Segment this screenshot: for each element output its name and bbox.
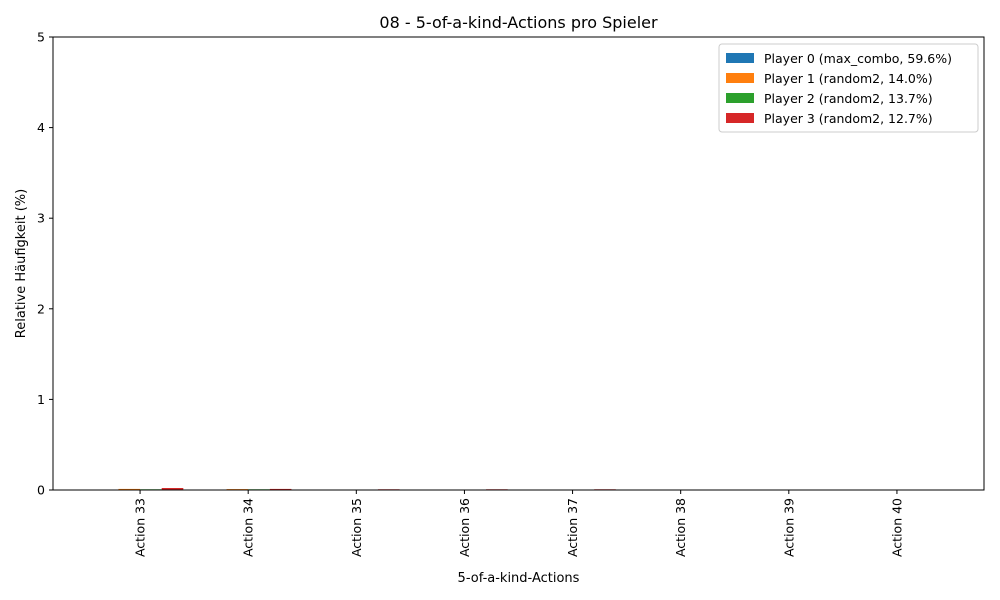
y-tick-label-3: 3 bbox=[37, 211, 45, 226]
chart-title: 08 - 5-of-a-kind-Actions pro Spieler bbox=[379, 13, 658, 32]
x-tick-label-2: Action 35 bbox=[349, 498, 364, 557]
legend-label-3: Player 3 (random2, 12.7%) bbox=[764, 111, 933, 126]
legend-swatch-2 bbox=[726, 93, 754, 103]
x-tick-label-6: Action 39 bbox=[781, 498, 796, 557]
bar-series-3-0 bbox=[161, 488, 184, 490]
legend-label-2: Player 2 (random2, 13.7%) bbox=[764, 91, 933, 106]
legend-swatch-3 bbox=[726, 113, 754, 123]
legend: Player 0 (max_combo, 59.6%) Player 1 (ran… bbox=[718, 43, 979, 133]
x-tick-label-7: Action 40 bbox=[889, 498, 904, 557]
x-tick-label-1: Action 34 bbox=[241, 498, 256, 557]
x-axis-label: 5-of-a-kind-Actions bbox=[458, 571, 580, 586]
y-axis-label: Relative Häufigkeit (%) bbox=[14, 189, 29, 338]
bar-series-3-1 bbox=[269, 488, 292, 490]
x-tick-label-3: Action 36 bbox=[457, 498, 472, 557]
y-tick-label-1: 1 bbox=[37, 392, 45, 407]
y-tick-label-0: 0 bbox=[37, 483, 45, 498]
x-tick-label-0: Action 33 bbox=[133, 498, 148, 557]
x-tick-label-5: Action 38 bbox=[673, 498, 688, 557]
y-tick-label-5: 5 bbox=[37, 30, 45, 45]
x-tick-label-4: Action 37 bbox=[565, 498, 580, 557]
legend-label-0: Player 0 (max_combo, 59.6%) bbox=[764, 51, 952, 66]
legend-label-1: Player 1 (random2, 14.0%) bbox=[764, 71, 933, 86]
legend-box bbox=[718, 43, 979, 133]
y-axis: 0 1 2 3 4 5 bbox=[37, 30, 53, 498]
x-axis: Action 33 Action 34 Action 35 Action 36 Acti… bbox=[133, 490, 904, 557]
legend-swatch-0 bbox=[726, 53, 754, 63]
legend-swatch-1 bbox=[726, 73, 754, 83]
bar-series-1-0 bbox=[118, 488, 141, 490]
plot-area-frame bbox=[52, 36, 985, 491]
y-tick-label-4: 4 bbox=[37, 120, 45, 135]
y-tick-label-2: 2 bbox=[37, 301, 45, 316]
